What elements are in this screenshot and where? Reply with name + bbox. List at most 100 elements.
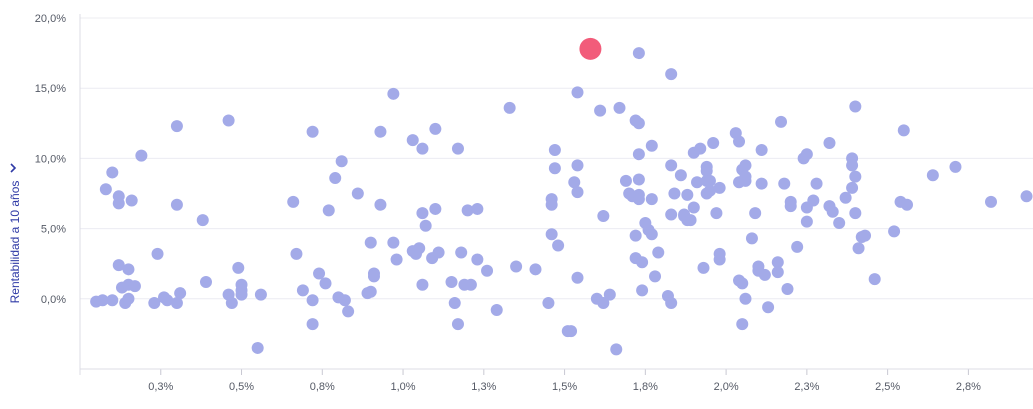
data-point (387, 87, 400, 100)
data-point (416, 278, 429, 291)
data-point (597, 209, 610, 222)
data-point (636, 284, 649, 297)
data-point (839, 191, 852, 204)
data-point (665, 297, 678, 310)
data-point (464, 278, 477, 291)
data-point (548, 162, 561, 175)
data-point (122, 263, 135, 276)
data-point (170, 120, 183, 133)
data-point (681, 188, 694, 201)
data-point (416, 207, 429, 220)
data-point (949, 160, 962, 173)
data-point (413, 242, 426, 255)
data-point (374, 125, 387, 138)
data-point (306, 318, 319, 331)
axes (79, 14, 1033, 375)
chevron-icon (10, 163, 17, 173)
x-tick-label: 1,3% (471, 381, 496, 393)
data-point (571, 271, 584, 284)
data-point (665, 159, 678, 172)
data-point (232, 261, 245, 274)
data-point (684, 214, 697, 227)
data-point (791, 240, 804, 253)
data-point (254, 288, 267, 301)
data-point (416, 142, 429, 155)
data-point (849, 207, 862, 220)
data-point (619, 174, 632, 187)
data-point (739, 159, 752, 172)
data-point (552, 239, 565, 252)
data-point (733, 135, 746, 148)
data-point (571, 159, 584, 172)
data-point (451, 142, 464, 155)
data-point (645, 193, 658, 206)
data-point (565, 325, 578, 338)
data-point (319, 277, 332, 290)
data-point (852, 242, 865, 255)
data-point (329, 172, 342, 185)
data-point (632, 173, 645, 186)
data-point (846, 181, 859, 194)
data-point (758, 268, 771, 281)
data-point (985, 195, 998, 208)
data-point (335, 155, 348, 168)
data-point (645, 139, 658, 152)
data-point (374, 198, 387, 211)
data-point (125, 194, 138, 207)
x-tick-label: 1,0% (391, 381, 416, 393)
data-point (367, 270, 380, 283)
data-point (645, 228, 658, 241)
data-point (161, 294, 174, 307)
y-axis-title[interactable]: Rentabilidad a 10 años (8, 163, 22, 303)
data-point (222, 114, 235, 127)
data-point (322, 204, 335, 217)
data-point (306, 294, 319, 307)
data-point (364, 236, 377, 249)
data-point (739, 174, 752, 187)
x-tick-label: 0,3% (148, 381, 173, 393)
data-point (351, 187, 364, 200)
data-point (451, 318, 464, 331)
data-point (707, 136, 720, 149)
data-point (800, 215, 813, 228)
data-point (199, 275, 212, 288)
data-point (196, 214, 209, 227)
data-point (849, 170, 862, 183)
data-point (771, 256, 784, 269)
y-tick-label: 5,0% (41, 224, 66, 236)
data-point (170, 297, 183, 310)
data-point (755, 143, 768, 156)
data-point (807, 194, 820, 207)
data-point (632, 193, 645, 206)
data-point (691, 176, 704, 189)
data-point (471, 202, 484, 215)
data-point (778, 177, 791, 190)
data-point (1020, 190, 1033, 203)
data-point (703, 184, 716, 197)
data-point (674, 169, 687, 182)
data-point (419, 219, 432, 232)
data-point (128, 280, 141, 293)
data-point (826, 205, 839, 218)
data-point (800, 148, 813, 161)
x-tick-labels: 0,3% 0,5% 0,8% 1,0% 1,3% 1,5% 1,8% 2,0% 2,3% 2,5%… (148, 381, 981, 393)
data-point (106, 166, 119, 179)
x-tick-label: 1,5% (552, 381, 577, 393)
data-point (823, 136, 836, 149)
data-point (571, 86, 584, 99)
data-point (342, 305, 355, 318)
data-point (665, 208, 678, 221)
data-point (846, 159, 859, 172)
data-point (897, 124, 910, 137)
data-point (545, 198, 558, 211)
data-point (99, 183, 112, 196)
data-point (833, 216, 846, 229)
data-point (529, 263, 542, 276)
data-point (632, 47, 645, 60)
data-point (471, 253, 484, 266)
x-tick-label: 2,5% (875, 381, 900, 393)
y-tick-label: 15,0% (35, 83, 66, 95)
data-point (703, 174, 716, 187)
x-tick-label: 2,3% (794, 381, 819, 393)
